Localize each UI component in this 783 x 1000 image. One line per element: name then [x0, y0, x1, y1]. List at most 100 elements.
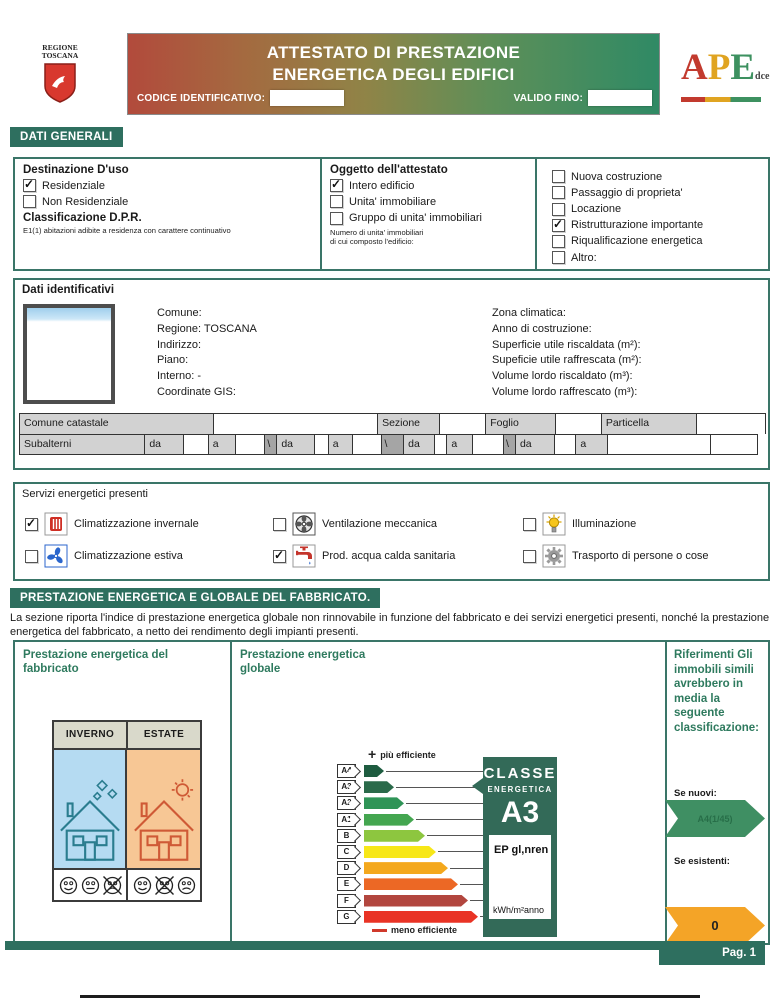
servizio-acqua-calda: Prod. acqua calda sanitaria: [273, 544, 455, 568]
ventilazione-checkbox[interactable]: [273, 517, 286, 531]
checkbox-row-ristrutturazione: Ristrutturazione importante: [552, 217, 762, 232]
clima-estiva-checkbox[interactable]: [25, 549, 38, 563]
numero-unita-note-line1: Numero di unita' immobiliari: [330, 227, 424, 237]
checkbox-label: Residenziale: [42, 179, 105, 192]
leader-line: [406, 802, 485, 804]
sad-face-crossed-icon: [102, 875, 122, 895]
title-banner: ATTESTATO DI PRESTAZIONE ENERGETICA DEGL…: [127, 33, 660, 115]
energy-class-row: D: [337, 861, 485, 876]
catasto-input-cell[interactable]: [607, 434, 712, 455]
banner-title-line2: ENERGETICA DEGLI EDIFICI: [272, 65, 515, 84]
locazione-checkbox[interactable]: [552, 202, 565, 216]
catasto-input-cell[interactable]: [472, 434, 505, 455]
dati-generali-box: Destinazione D'uso Residenziale Non Resi…: [13, 157, 770, 271]
ep-unit-label: kWh/m²anno: [493, 905, 545, 915]
altro-checkbox[interactable]: [552, 251, 565, 265]
leader-line: [450, 867, 485, 869]
gruppo-unita-checkbox[interactable]: [330, 211, 343, 225]
energy-class-value: A3: [500, 796, 540, 829]
ristrutturazione-checkbox[interactable]: [552, 217, 565, 232]
class-arrow: [364, 895, 468, 907]
a-label: a: [208, 434, 237, 455]
identificativi-left-fields: Comune: Regione: TOSCANA Indirizzo: Pian…: [157, 306, 257, 401]
fabbricato-title: Prestazione energetica del fabbricato: [23, 649, 169, 675]
energy-class-row: C: [337, 844, 485, 859]
ep-metric-label: EP gl,nren: [494, 844, 549, 856]
nuova-costruzione-checkbox[interactable]: [552, 170, 565, 184]
energetica-title: ENERGETICA: [487, 785, 553, 794]
catasto-input-cell[interactable]: [696, 413, 766, 434]
riqualificazione-checkbox[interactable]: [552, 234, 565, 248]
energy-class-row: A2: [337, 796, 485, 811]
leader-line: [416, 819, 485, 821]
checkbox-row-passaggio-proprieta: Passaggio di proprieta': [552, 186, 762, 200]
catasto-input-cell[interactable]: [236, 434, 266, 455]
destinazione-uso-group: Destinazione D'uso Residenziale Non Resi…: [23, 164, 313, 235]
codice-identificativo-field[interactable]: [270, 90, 345, 106]
catasto-input-cell[interactable]: [554, 434, 577, 455]
servizio-label: Trasporto di persone o cose: [572, 550, 709, 562]
energy-class-row: G: [337, 909, 485, 924]
banner-fields-row: CODICE IDENTIFICATIVO: VALIDO FINO:: [137, 90, 652, 106]
se-nuovi-label: Se nuovi:: [674, 788, 717, 799]
checkbox-label: Gruppo di unita' immobiliari: [349, 212, 482, 225]
checkbox-row-unita-immobiliare: Unita' immobiliare: [330, 195, 528, 209]
acqua-calda-checkbox[interactable]: [273, 548, 286, 563]
checkbox-row-nuova-costruzione: Nuova costruzione: [552, 170, 762, 184]
unita-immobiliare-checkbox[interactable]: [330, 195, 343, 209]
dati-identificativi-title: Dati identificativi: [22, 284, 115, 296]
residenziale-checkbox[interactable]: [23, 177, 36, 193]
catasto-input-cell[interactable]: [434, 434, 448, 455]
checkbox-label: Unita' immobiliare: [349, 195, 437, 208]
classificazione-note: E1(1) abitazioni adibite a residenza con…: [23, 225, 231, 235]
illuminazione-checkbox[interactable]: [523, 517, 536, 531]
checkbox-label: Intero edificio: [349, 179, 415, 192]
non-residenziale-checkbox[interactable]: [23, 195, 36, 209]
inverno-faces: [54, 870, 128, 900]
slash-separator: \: [265, 434, 278, 455]
trasporto-checkbox[interactable]: [523, 549, 536, 563]
se-esistenti-label: Se esistenti:: [674, 856, 730, 867]
catasto-input-cell[interactable]: [184, 434, 209, 455]
estate-cell: [127, 750, 200, 868]
footer-bar: [5, 941, 712, 950]
class-tag: A1: [337, 812, 356, 827]
servizio-label: Climatizzazione invernale: [74, 518, 199, 530]
da-label: da: [404, 434, 435, 455]
class-arrow: [364, 765, 384, 777]
energy-class-row: E: [337, 877, 485, 892]
divider: [535, 159, 537, 269]
house-table-body: [54, 750, 200, 868]
checkbox-label: Altro:: [571, 251, 597, 264]
clima-invernale-checkbox[interactable]: [25, 516, 38, 531]
catasto-row-2: Subalterni da a \ da a \ da a \ da a: [19, 434, 766, 455]
checkbox-row-non-residenziale: Non Residenziale: [23, 195, 313, 209]
inverno-estate-table: INVERNO ESTATE: [52, 720, 202, 902]
catasto-input-cell[interactable]: [353, 434, 383, 455]
class-tag: C: [337, 844, 356, 859]
catasto-input-cell[interactable]: [555, 413, 602, 434]
class-tag: G: [337, 909, 356, 924]
inverno-cell: [54, 750, 127, 868]
valido-fino-field[interactable]: [588, 90, 652, 106]
catasto-input-cell[interactable]: [314, 434, 329, 455]
se-nuovi-value: A4(1/45): [697, 813, 733, 824]
region-name-line2: TOSCANA: [41, 51, 79, 60]
energy-class-row: B: [337, 828, 485, 843]
checkbox-row-residenziale: Residenziale: [23, 177, 313, 193]
radiator-icon: [44, 512, 68, 536]
ape-letter-e: E: [730, 47, 756, 88]
energy-class-row: A3: [337, 780, 485, 795]
more-efficient-label: + più efficiente: [368, 746, 436, 762]
gear-icon: [542, 544, 566, 568]
catasto-input-cell[interactable]: [439, 413, 487, 434]
catasto-input-cell[interactable]: [711, 434, 759, 455]
catasto-input-cell[interactable]: [213, 413, 379, 434]
intero-edificio-checkbox[interactable]: [330, 177, 343, 193]
passaggio-proprieta-checkbox[interactable]: [552, 186, 565, 200]
identificativi-right-fields: Zona climatica: Anno di costruzione: Sup…: [492, 306, 642, 401]
page-number-badge: Pag. 1: [659, 941, 765, 965]
da-label: da: [277, 434, 315, 455]
lightbulb-icon: [542, 512, 566, 536]
